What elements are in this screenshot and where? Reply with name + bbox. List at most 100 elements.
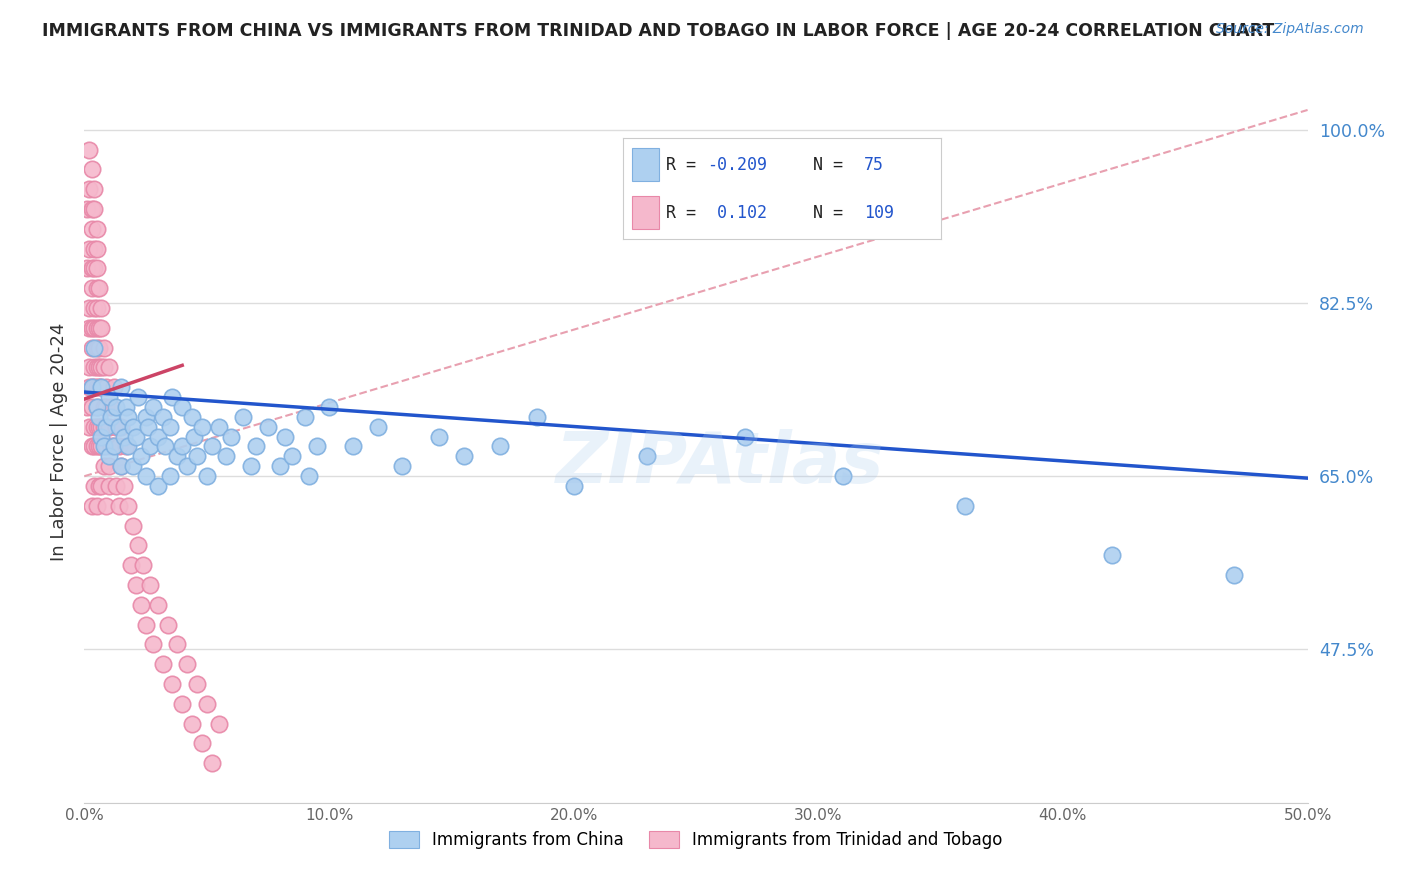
Point	[734, 429, 756, 443]
Point	[87, 341, 110, 355]
Point	[76, 400, 98, 414]
Point	[191, 419, 214, 434]
Point	[110, 459, 132, 474]
Point	[172, 697, 194, 711]
Point	[93, 440, 115, 454]
Point	[831, 469, 853, 483]
Point	[80, 221, 103, 235]
Point	[97, 479, 120, 493]
Point	[105, 479, 128, 493]
Point	[117, 499, 139, 513]
Text: Source: ZipAtlas.com: Source: ZipAtlas.com	[1216, 22, 1364, 37]
Point	[76, 202, 98, 216]
Point	[105, 419, 128, 434]
Point	[318, 400, 340, 414]
Point	[367, 419, 389, 434]
Point	[110, 459, 132, 474]
Point	[86, 419, 108, 434]
Point	[166, 450, 188, 464]
Point	[298, 469, 321, 483]
Point	[87, 360, 110, 375]
Point	[117, 409, 139, 424]
Legend: Immigrants from China, Immigrants from Trinidad and Tobago: Immigrants from China, Immigrants from T…	[382, 824, 1010, 856]
Point	[93, 459, 115, 474]
Point	[142, 400, 165, 414]
Point	[115, 440, 138, 454]
Point	[269, 459, 291, 474]
Point	[86, 341, 108, 355]
Point	[90, 380, 112, 394]
Point	[96, 380, 118, 394]
Point	[176, 657, 198, 672]
Point	[86, 281, 108, 295]
Point	[86, 242, 108, 256]
Point	[86, 380, 108, 394]
Point	[90, 429, 112, 443]
Point	[93, 341, 115, 355]
Point	[274, 429, 297, 443]
Point	[80, 380, 103, 394]
Point	[103, 380, 125, 394]
Point	[107, 440, 129, 454]
Point	[86, 440, 108, 454]
Point	[159, 419, 181, 434]
Point	[1101, 549, 1123, 563]
Point	[83, 479, 105, 493]
Point	[96, 440, 118, 454]
Point	[80, 499, 103, 513]
Point	[86, 360, 108, 375]
Point	[76, 261, 98, 276]
Point	[215, 450, 238, 464]
Point	[122, 419, 145, 434]
Point	[453, 450, 475, 464]
Point	[87, 440, 110, 454]
Point	[953, 499, 976, 513]
Point	[232, 409, 254, 424]
Point	[200, 440, 222, 454]
Point	[77, 301, 100, 315]
Point	[93, 400, 115, 414]
Point	[1223, 568, 1246, 582]
Point	[110, 380, 132, 394]
Point	[90, 419, 112, 434]
Point	[200, 756, 222, 771]
Point	[100, 440, 122, 454]
Point	[153, 440, 176, 454]
Point	[636, 450, 658, 464]
Point	[83, 182, 105, 196]
Point	[391, 459, 413, 474]
Point	[87, 281, 110, 295]
Point	[181, 409, 204, 424]
Point	[146, 429, 169, 443]
Point	[129, 450, 152, 464]
Point	[86, 320, 108, 334]
Point	[77, 380, 100, 394]
Point	[110, 419, 132, 434]
Point	[219, 429, 242, 443]
Point	[83, 419, 105, 434]
Point	[156, 617, 179, 632]
Point	[294, 409, 316, 424]
Point	[186, 450, 208, 464]
Point	[159, 469, 181, 483]
Point	[195, 469, 218, 483]
Point	[77, 242, 100, 256]
Text: ZIPAtlas: ZIPAtlas	[557, 429, 884, 498]
Point	[139, 578, 162, 592]
Point	[80, 202, 103, 216]
Point	[83, 341, 105, 355]
Point	[122, 459, 145, 474]
Point	[80, 261, 103, 276]
Point	[87, 320, 110, 334]
Point	[80, 400, 103, 414]
Point	[281, 450, 304, 464]
Point	[122, 518, 145, 533]
Point	[97, 360, 120, 375]
Point	[80, 341, 103, 355]
Point	[245, 440, 267, 454]
Point	[112, 429, 135, 443]
Point	[83, 202, 105, 216]
Point	[90, 440, 112, 454]
Point	[87, 409, 110, 424]
Point	[80, 380, 103, 394]
